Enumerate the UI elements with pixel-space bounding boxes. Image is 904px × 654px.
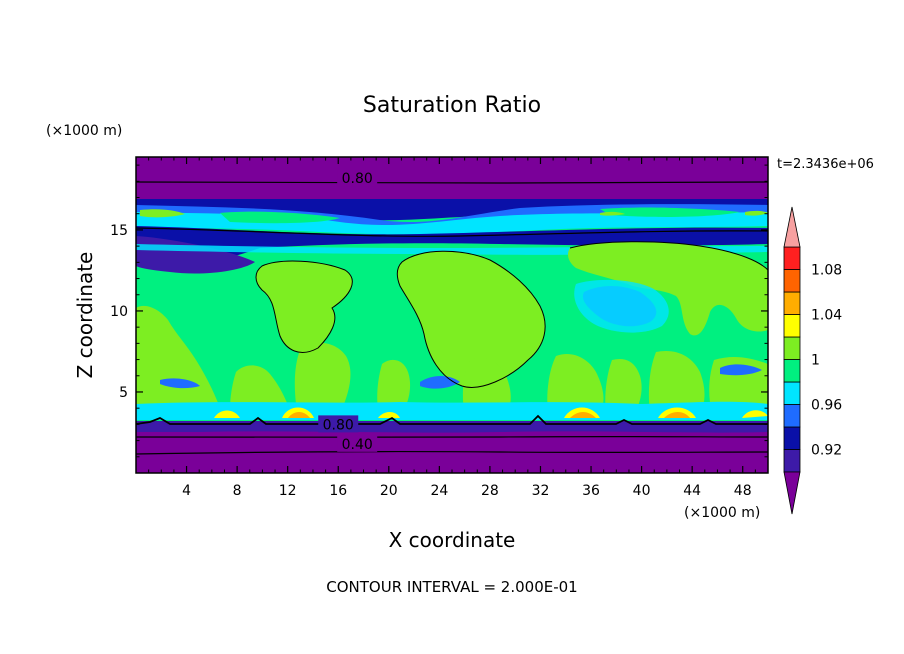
x-tick-label: 28 — [481, 483, 499, 499]
contour-labels: 0.80 0.80 0.40 — [318, 169, 378, 453]
colorbar-band — [783, 359, 801, 383]
field-lime-region-right — [568, 241, 768, 336]
contour-field — [136, 157, 768, 473]
time-label: t=2.3436e+06 — [777, 157, 874, 172]
x-tick-label: 20 — [380, 483, 398, 499]
x-tick-label: 16 — [329, 483, 347, 499]
x-axis: 4 8 12 16 20 24 28 32 36 40 44 48 — [148, 157, 756, 499]
field-bottom-dark-strip — [136, 421, 768, 433]
field-lime-lower-clouds — [136, 305, 768, 414]
x-tick-label: 36 — [582, 483, 600, 499]
x-tick-label: 24 — [430, 483, 448, 499]
field-dark-band — [136, 226, 768, 269]
y-tick-label: 10 — [110, 304, 128, 320]
colorbar-band — [783, 404, 801, 428]
colorbar-label: 1 — [811, 353, 820, 369]
field-upper-green-patch — [220, 207, 740, 224]
colorbar-label: 1.08 — [811, 263, 842, 279]
y-axis-title: Z coordinate — [73, 252, 97, 379]
colorbar-band — [783, 381, 801, 405]
x-tick-label: 12 — [279, 483, 297, 499]
x-tick-label: 48 — [734, 483, 752, 499]
x-tick-label: 32 — [532, 483, 550, 499]
colorbar: 0.92 0.96 1 1.04 1.08 — [783, 206, 842, 515]
contour-label-bg — [337, 169, 378, 187]
field-lime-region-left — [256, 261, 353, 353]
x-axis-title: X coordinate — [389, 528, 516, 552]
field-lime-region-center — [397, 251, 546, 388]
colorbar-label: 0.96 — [811, 398, 842, 414]
y-tick-label: 15 — [110, 223, 128, 239]
contour-line-clouds — [255, 241, 768, 388]
y-axis: 5 10 15 — [110, 164, 768, 458]
colorbar-band — [783, 291, 801, 315]
contour-line-mid — [136, 435, 768, 438]
contour-line-040 — [136, 451, 768, 455]
y-tick-label: 5 — [119, 385, 128, 401]
contour-label-bg — [318, 415, 359, 433]
colorbar-band — [783, 246, 801, 270]
colorbar-label: 1.04 — [811, 308, 842, 324]
contour-label: 0.80 — [342, 171, 373, 187]
chart-title: Saturation Ratio — [363, 93, 541, 118]
colorbar-label: 0.92 — [811, 443, 842, 459]
field-upper-limegreen-patch — [140, 209, 768, 218]
colorbar-top-arrow — [783, 206, 801, 248]
contour-line-surface-080 — [136, 414, 768, 425]
contour-line-upper — [136, 227, 768, 237]
x-unit-label: (×1000 m) — [684, 505, 760, 521]
colorbar-band — [783, 269, 801, 293]
field-top-band — [136, 157, 768, 199]
colorbar-bottom-arrow — [783, 471, 801, 515]
colorbar-band — [783, 426, 801, 450]
x-tick-label: 8 — [233, 483, 242, 499]
colorbar-band — [783, 336, 801, 360]
field-cyan-pocket — [574, 279, 669, 333]
contour-interval-footer: CONTOUR INTERVAL = 2.000E-01 — [326, 578, 577, 596]
contour-label: 0.80 — [323, 417, 354, 433]
x-tick-label: 4 — [182, 483, 191, 499]
contour-line-top — [136, 181, 768, 184]
x-tick-label: 40 — [633, 483, 651, 499]
contour-label-bg — [337, 434, 378, 452]
field-orange-surface-blobs — [288, 412, 690, 418]
x-tick-label: 44 — [683, 483, 701, 499]
colorbar-band — [783, 449, 801, 473]
y-unit-label: (×1000 m) — [46, 123, 122, 139]
colorbar-band — [783, 314, 801, 338]
contour-label: 0.40 — [342, 437, 373, 453]
